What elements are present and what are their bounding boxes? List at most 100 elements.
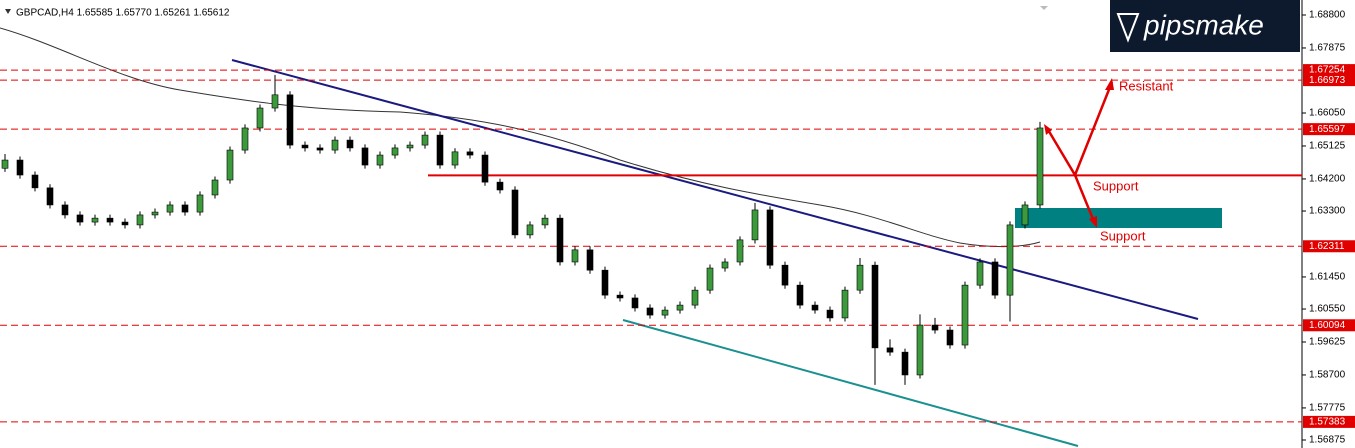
candle-body [751,209,759,241]
candle-body [631,297,639,309]
candle-body [121,221,129,226]
logo-box [1110,0,1300,52]
candle-body [436,134,444,166]
candle-body [196,194,204,213]
level-label: 1.62311 [1309,241,1345,252]
candle-body [991,261,999,296]
y-tick-label: 1.67875 [1309,43,1346,54]
candle-body [286,94,294,146]
candle-body [601,269,609,296]
level-label: 1.65597 [1309,124,1346,135]
candle-body [796,284,804,306]
arrows [1045,81,1114,225]
candle-body [331,139,339,151]
candle-body [181,204,189,213]
y-tick-label: 1.63300 [1309,206,1346,217]
support-zone [1015,208,1222,228]
candle-body [541,217,549,226]
candle-body [766,209,774,266]
candle-body [676,304,684,311]
candle-body [901,351,909,376]
candle-body [481,154,489,183]
level-label: 1.60094 [1309,320,1346,331]
candle-body [406,144,414,149]
candle-body [556,217,564,263]
candle-body [916,324,924,376]
candle-body [1006,224,1014,296]
y-tick-label: 1.64200 [1309,174,1346,185]
candle-body [106,217,114,223]
candle-body [271,94,279,109]
candle-body [856,264,864,291]
candle-body [886,347,894,353]
candle-body [646,307,654,316]
candle-body [376,154,384,166]
candle-body [706,267,714,291]
candle-body [166,204,174,213]
annotation: Support [1093,178,1139,193]
candle-body [691,289,699,306]
level-label-box [1303,74,1355,87]
logo-icon [1116,13,1140,43]
candle-body [586,249,594,271]
candle-body [661,309,669,316]
candle-body [721,261,729,269]
candle-body [736,239,744,263]
candle-body [511,189,519,236]
candle-body [301,144,309,149]
channel-line [622,319,1079,447]
candle-body [781,264,789,286]
candle-body [526,224,534,236]
annotation: Support [1100,228,1146,243]
candle-body [466,151,474,156]
y-tick-label: 1.58700 [1309,370,1346,381]
y-tick-label: 1.59625 [1309,337,1346,348]
level-label-box [1303,415,1355,428]
y-tick-label: 1.61450 [1309,272,1346,283]
logo-text: pipsmake [1143,9,1264,40]
candle-body [496,181,504,191]
candle-body [76,214,84,223]
symbol-icon [5,9,11,14]
y-tick-label: 1.56875 [1309,435,1346,446]
chart-title: GBPCAD,H4 1.65585 1.65770 1.65261 1.6561… [16,8,230,19]
candle-body [451,151,459,166]
candle-body [391,147,399,156]
candle-body [46,187,54,206]
candle-body [316,147,324,151]
candle-body [211,179,219,196]
y-tick-label: 1.60550 [1309,304,1346,315]
candle-body [16,159,24,176]
candle-body [946,329,954,346]
y-tick-label: 1.65125 [1309,141,1346,152]
candle-body [976,261,984,286]
candle-body [226,149,234,181]
moving-average [0,27,1041,248]
candle-body [841,289,849,319]
candle-body [91,217,99,223]
candle-body [256,107,264,129]
candle-body [361,147,369,166]
y-tick-label: 1.57775 [1309,403,1346,414]
arrow-path [1073,174,1097,225]
arrow-head [1105,78,1114,90]
level-label: 1.67254 [1309,65,1346,76]
candle-body [136,214,144,226]
candle-body [616,294,624,299]
candle-body [421,134,429,146]
candle-body [151,211,159,216]
candle-body [61,204,69,216]
y-tick-label: 1.66050 [1309,108,1346,119]
candle-body [241,127,249,151]
arrow-head [1089,216,1097,228]
shift-marker [1040,6,1048,10]
candle-body [871,264,879,349]
level-label: 1.66973 [1309,75,1346,86]
candle-body [961,284,969,346]
candle-body [811,304,819,311]
annotation: Resistant [1119,78,1174,93]
level-label-box [1303,240,1355,253]
level-label-box [1303,64,1355,77]
candle-body [571,249,579,263]
